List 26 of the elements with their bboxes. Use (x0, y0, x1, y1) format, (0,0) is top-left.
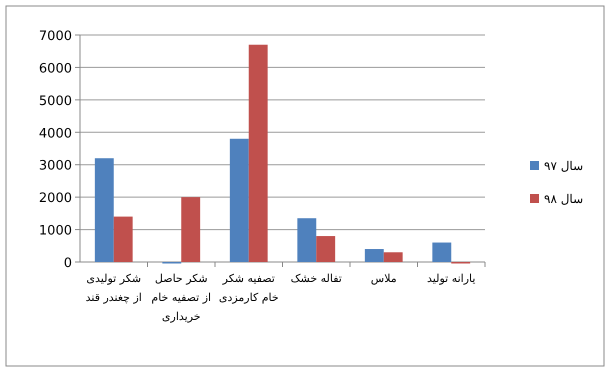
x-tick-label: تفاله خشک (290, 272, 342, 285)
x-tick-label: شکر تولیدی از چغندر قند (86, 272, 142, 304)
x-tick-label: یارانه تولید (427, 272, 476, 285)
bar (230, 138, 249, 262)
x-tick-label: تصفیه شکر خام کارمزدی (218, 272, 279, 304)
y-tick-label: 4000 (38, 126, 72, 142)
x-tick-label: شکر حاصل از تصفیه خام خریداری (151, 272, 212, 323)
legend-label: سال ۹۸ (544, 192, 584, 206)
y-tick-label: 5000 (38, 94, 72, 109)
y-tick-label: 1000 (38, 224, 72, 239)
bar (181, 197, 200, 262)
y-tick-label: 7000 (38, 29, 72, 44)
y-tick-label: 6000 (38, 61, 72, 76)
bar (114, 216, 133, 262)
bar (364, 249, 384, 262)
y-tick-label: 2000 (38, 191, 72, 206)
bar (248, 44, 268, 262)
y-tick-label: 0 (64, 256, 72, 271)
bar (94, 158, 114, 262)
x-tick-label: ملاس (370, 272, 397, 285)
bar (297, 218, 316, 262)
bar (384, 252, 403, 262)
bar (432, 242, 452, 262)
y-tick-label: 3000 (38, 158, 72, 174)
bar (316, 236, 336, 262)
legend-label: سال ۹۷ (544, 159, 584, 173)
